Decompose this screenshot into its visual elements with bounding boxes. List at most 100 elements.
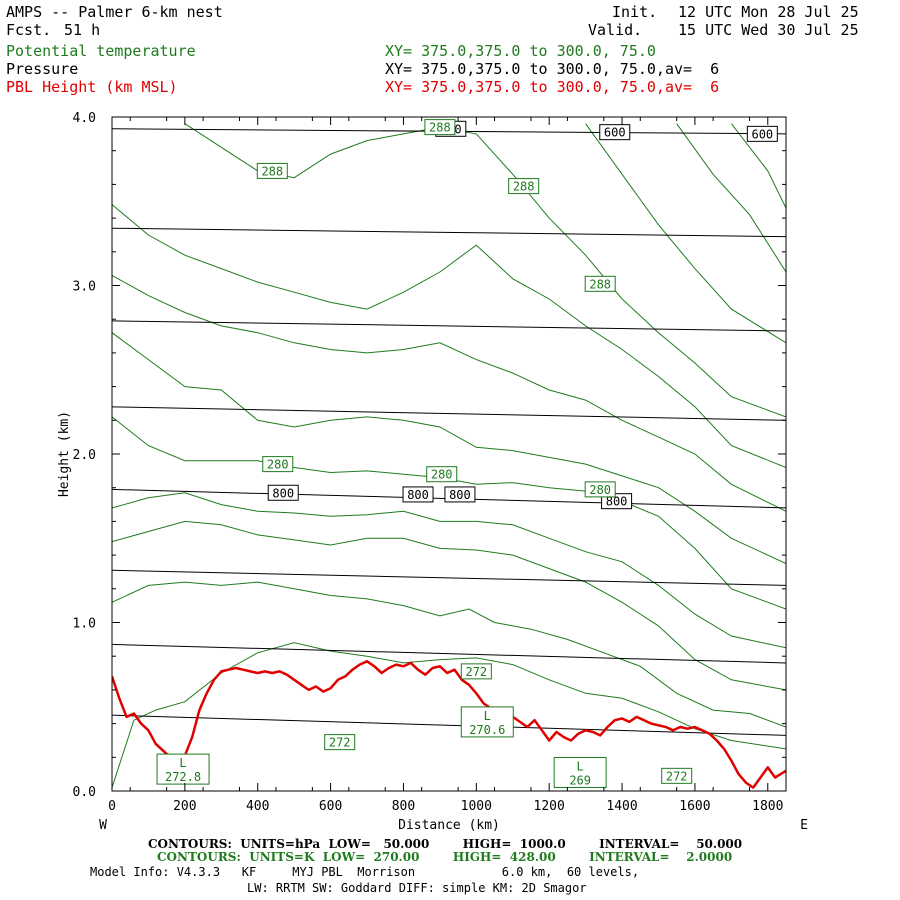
- theta-contour-3: [112, 492, 786, 649]
- isobar-850: [112, 569, 786, 586]
- x-tick-label: 800: [392, 799, 415, 814]
- isobar-label-800: 800: [444, 486, 476, 503]
- x-tick-label: 1000: [461, 799, 492, 814]
- footer-contours-theta: CONTOURS: UNITS=K LOW= 270.00 HIGH= 428.…: [157, 850, 733, 864]
- forecast-label: Fcst.: [6, 21, 52, 39]
- x-end-label: E: [800, 818, 808, 833]
- svg-text:288: 288: [513, 180, 535, 194]
- x-tick-label: 0: [108, 799, 116, 814]
- theta-label-280: 280: [584, 481, 616, 498]
- x-tick-label: 400: [246, 799, 269, 814]
- theta-contour-0: [112, 642, 786, 788]
- svg-text:600: 600: [751, 127, 773, 141]
- y-tick-label: 3.0: [73, 280, 96, 295]
- theta-label-288: 288: [424, 119, 456, 136]
- theta-contour-6: [112, 274, 786, 512]
- svg-text:L: L: [484, 709, 491, 723]
- isobar-label-600: 600: [599, 124, 631, 141]
- field-xy-pbl: XY= 375.0,375.0 to 300.0, 75.0,av= 6: [385, 78, 720, 96]
- theta-label-272: 272: [324, 734, 356, 751]
- field-xy-theta: XY= 375.0,375.0 to 300.0, 75.0: [385, 42, 656, 60]
- theta-contour-7: [112, 204, 786, 468]
- y-axis-label: Height (km): [57, 411, 72, 497]
- theta-label-272: 272: [460, 663, 492, 680]
- isobar-700: [112, 320, 786, 332]
- svg-text:280: 280: [431, 468, 453, 482]
- valid-time: 15 UTC Wed 30 Jul 25: [678, 21, 859, 39]
- svg-text:270.6: 270.6: [469, 723, 505, 737]
- isobar-label-800: 800: [267, 484, 299, 501]
- field-name-pbl: PBL Height (km MSL): [6, 78, 178, 96]
- theta-contour-1: [112, 581, 786, 728]
- chart-title: AMPS -- Palmer 6-km nest: [6, 3, 223, 21]
- svg-text:800: 800: [272, 486, 294, 500]
- svg-text:272: 272: [329, 736, 351, 750]
- y-tick-label: 4.0: [73, 111, 96, 126]
- x-tick-label: 1800: [752, 799, 783, 814]
- footer-model-info: Model Info: V4.3.3 KF MYJ PBL Morrison 6…: [90, 865, 640, 879]
- y-tick-label: 1.0: [73, 617, 96, 632]
- theta-label-280: 280: [426, 466, 458, 483]
- isobar-label-800: 800: [402, 486, 434, 503]
- field-xy-pressure: XY= 375.0,375.0 to 300.0, 75.0,av= 6: [385, 60, 720, 78]
- init-label: Init.: [612, 3, 658, 21]
- isobar-950: [112, 714, 786, 736]
- svg-text:269: 269: [569, 773, 591, 787]
- svg-text:272.8: 272.8: [165, 770, 201, 784]
- svg-text:272: 272: [465, 665, 487, 679]
- svg-text:280: 280: [267, 458, 289, 472]
- x-axis-label: Distance (km): [398, 818, 500, 833]
- y-tick-label: 0.0: [73, 785, 96, 800]
- theta-contour-11: [731, 123, 786, 209]
- svg-text:800: 800: [606, 495, 628, 509]
- y-tick-label: 2.0: [73, 448, 96, 463]
- theta-label-280: 280: [262, 456, 294, 473]
- isobar-650: [112, 227, 786, 238]
- footer-model-info-2: LW: RRTM SW: Goddard DIFF: simple KM: 2D…: [247, 881, 587, 895]
- isobar-label-800: 800: [601, 493, 633, 510]
- plot-frame: [111, 116, 787, 792]
- theta-contour-10: [676, 123, 786, 273]
- x-tick-label: 1600: [679, 799, 710, 814]
- x-start-label: W: [99, 818, 107, 833]
- x-tick-label: 200: [173, 799, 196, 814]
- svg-text:800: 800: [449, 488, 471, 502]
- svg-text:600: 600: [604, 126, 626, 140]
- svg-text:288: 288: [429, 121, 451, 135]
- svg-text:280: 280: [589, 483, 611, 497]
- theta-label-288: 288: [584, 275, 616, 292]
- svg-text:272: 272: [666, 769, 688, 783]
- field-name-pressure: Pressure: [6, 60, 79, 78]
- footer-contours-pressure: CONTOURS: UNITS=hPa LOW= 50.000 HIGH= 10…: [148, 837, 743, 851]
- svg-text:288: 288: [261, 164, 283, 178]
- svg-text:288: 288: [589, 277, 611, 291]
- contour-labels: 6006006008008008008002882882882882802802…: [156, 119, 778, 788]
- pbl-series: [112, 660, 786, 789]
- theta-label-288: 288: [256, 162, 288, 179]
- svg-text:800: 800: [407, 488, 429, 502]
- isobar-750: [112, 406, 786, 421]
- x-tick-label: 1200: [534, 799, 565, 814]
- theta-contour-9: [585, 123, 786, 344]
- isobar-900: [112, 643, 786, 664]
- svg-text:L: L: [179, 756, 186, 770]
- x-tick-label: 600: [319, 799, 342, 814]
- theta-label-272: 272: [661, 767, 693, 784]
- theta-contour-5: [112, 332, 786, 564]
- axes: 0 200 400 600 800 1000 1200 1400 1600 1800 0.0 1.0 2…: [57, 111, 808, 833]
- valid-label: Valid.: [588, 21, 643, 39]
- field-name-theta: Potential temperature: [6, 42, 196, 60]
- pbl-height-line: [112, 660, 786, 789]
- forecast-hour: 51 h: [64, 21, 101, 39]
- x-tick-label: 1400: [606, 799, 637, 814]
- theta-contour-4: [112, 416, 786, 610]
- theta-label-288: 288: [508, 178, 540, 195]
- init-time: 12 UTC Mon 28 Jul 25: [678, 3, 859, 21]
- theta-contours: [112, 123, 786, 788]
- svg-text:L: L: [577, 759, 584, 773]
- isobar-label-600: 600: [746, 125, 778, 142]
